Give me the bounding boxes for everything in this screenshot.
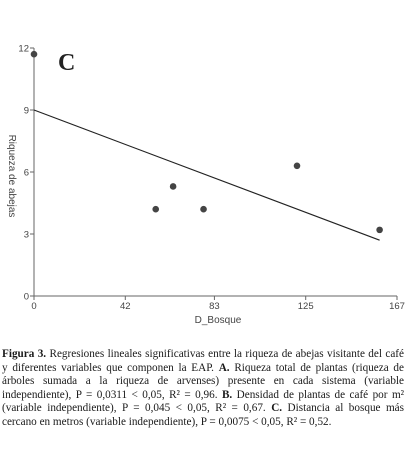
x-tick-label: 167 (389, 301, 405, 312)
figure-caption: Figura 3. Regresiones lineales significa… (2, 348, 404, 430)
caption-text-2: Riqueza total de plantas (riqueza de árb… (2, 361, 404, 401)
data-point (169, 183, 177, 190)
x-tick-label: 0 (31, 301, 36, 312)
caption-text-4: Distancia al bosque más cercano en metro… (2, 402, 404, 428)
data-points (30, 50, 383, 234)
data-point (293, 162, 301, 170)
y-tick-label: 6 (24, 168, 29, 179)
caption-label-b: B. (221, 388, 233, 401)
y-tick-label: 12 (18, 44, 29, 55)
y-axis-ticks: 0 3 6 9 12 (18, 44, 34, 303)
caption-text-3: Densidad de plantas de café por m² (vari… (2, 388, 404, 415)
caption-label-a: A. (218, 361, 230, 374)
panel-letter: C (58, 50, 75, 76)
data-point (200, 205, 207, 213)
scatter-chart: 0 3 6 9 12 0 42 83 125 167 C D_Bosque Riqueza de… (6, 44, 405, 327)
caption-text-1: Regresiones lineales significativas entr… (2, 348, 404, 374)
y-tick-label: 9 (24, 106, 29, 117)
x-tick-label: 125 (298, 301, 314, 312)
data-point (152, 205, 160, 213)
y-tick-label: 3 (24, 230, 29, 241)
data-point (376, 226, 383, 234)
plot-frame (33, 48, 397, 297)
y-axis-label: Riqueza de abejas (6, 135, 17, 218)
x-axis-label: D_Bosque (195, 315, 242, 326)
caption-figure-label: Figura 3. (2, 348, 47, 360)
x-tick-label: 83 (209, 301, 220, 312)
data-point (30, 50, 38, 58)
x-tick-label: 42 (120, 301, 131, 312)
regression-line (33, 109, 380, 241)
y-tick-label: 0 (24, 292, 29, 303)
x-axis-ticks: 0 42 83 125 167 (31, 296, 405, 312)
caption-label-c: C. (271, 402, 283, 415)
